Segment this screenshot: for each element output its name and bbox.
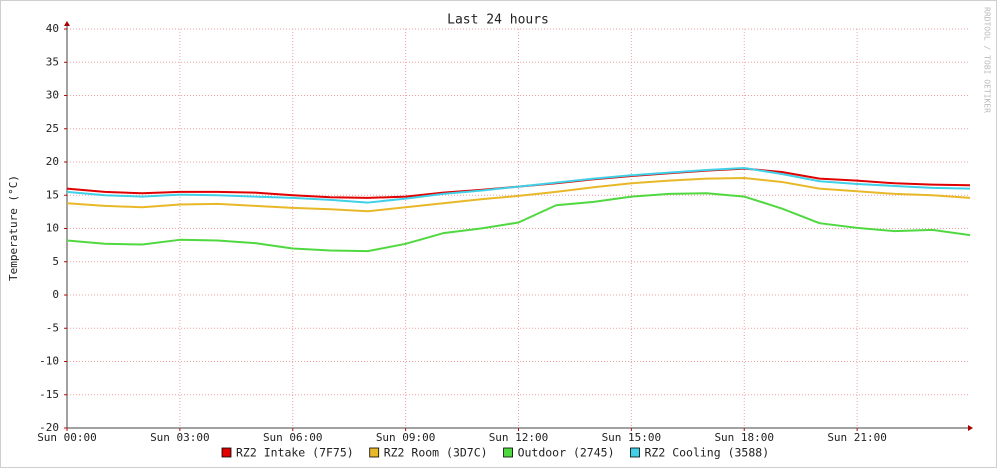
legend-swatch: [369, 447, 380, 458]
y-tick-label: 35: [46, 55, 59, 68]
y-axis-arrow: [64, 21, 70, 26]
x-tick-label: Sun 06:00: [263, 431, 323, 444]
x-tick-label: Sun 18:00: [714, 431, 774, 444]
watermark: RRDTOOL / TOBI OETIKER: [983, 7, 992, 113]
legend-label: RZ2 Cooling (3588): [645, 446, 770, 460]
series-line: [66, 166, 971, 204]
x-tick-label: Sun 00:00: [37, 431, 97, 444]
x-tick-label: Sun 12:00: [489, 431, 549, 444]
y-tick-label: -5: [46, 321, 59, 334]
x-tick-label: Sun 03:00: [150, 431, 210, 444]
chart-title: Last 24 hours: [447, 13, 549, 28]
y-tick-label: -20: [39, 421, 59, 434]
y-tick-label: 5: [52, 255, 59, 268]
x-tick-label: Sun 09:00: [376, 431, 436, 444]
legend-label: RZ2 Room (3D7C): [384, 446, 488, 460]
x-tick-label: Sun 21:00: [827, 431, 887, 444]
y-tick-label: 20: [46, 155, 59, 168]
y-tick-label: 40: [46, 22, 59, 35]
y-tick-label: 25: [46, 122, 59, 135]
series-line: [66, 176, 971, 213]
x-axis-arrow: [968, 425, 973, 431]
y-axis-label: Temperature (°C): [7, 175, 20, 281]
y-tick-label: 10: [46, 222, 59, 235]
y-tick-label: -15: [39, 388, 59, 401]
y-tick-label: 0: [52, 288, 59, 301]
x-tick-label: Sun 15:00: [602, 431, 662, 444]
legend-swatch: [630, 447, 640, 458]
y-tick-label: 30: [46, 89, 59, 102]
series-line: [66, 192, 971, 253]
legend-label: RZ2 Intake (7F75): [236, 446, 354, 460]
legend-swatch: [221, 447, 232, 458]
y-tick-label: 15: [46, 188, 59, 201]
legend-label: Outdoor (2745): [518, 446, 615, 460]
legend-swatch: [503, 447, 513, 458]
y-tick-label: -10: [39, 355, 59, 368]
